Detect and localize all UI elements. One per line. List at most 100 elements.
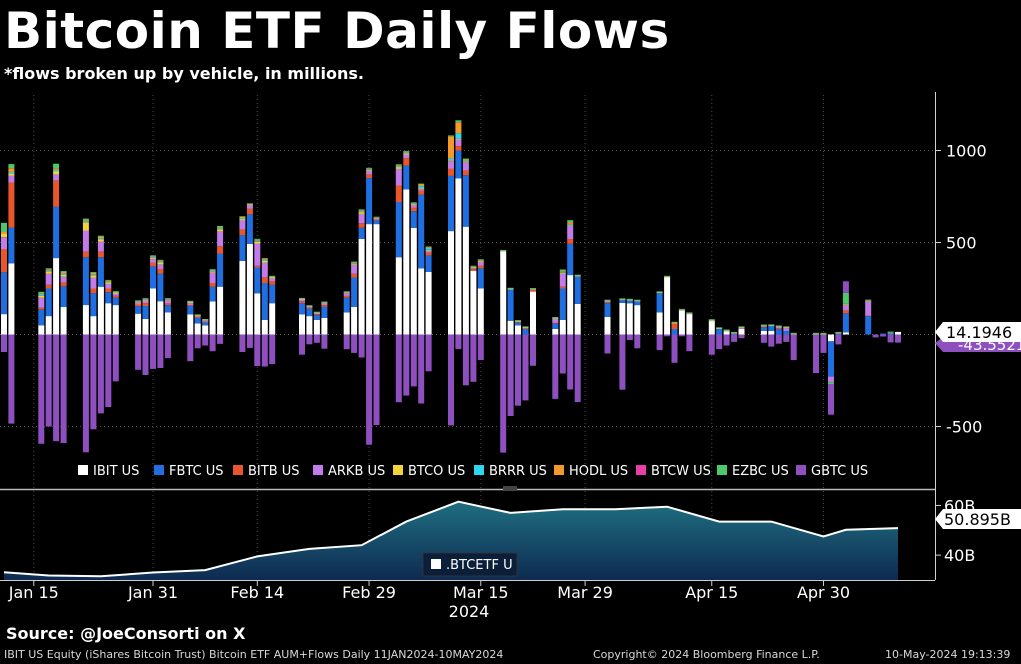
bar-segment-btco (112, 293, 119, 294)
bar-segment-bitb (865, 315, 872, 317)
bar-segment-ezbc (686, 312, 693, 313)
bar-segment-gbtc (775, 334, 782, 344)
bar-segment-gbtc (887, 334, 894, 343)
bar-segment-ezbc (634, 299, 641, 301)
bar-segment-arkb (865, 301, 872, 316)
bar-segment-arkb (105, 283, 112, 289)
bar-segment-fbtc (656, 293, 663, 313)
bar-segment-ezbc (410, 202, 417, 203)
bar-segment-fbtc (90, 293, 97, 317)
bar-segment-hodl (45, 269, 52, 271)
bar-segment-brrr (448, 158, 454, 161)
bar-segment-hodl (1, 232, 7, 234)
bar-segment-arkb (403, 154, 410, 159)
aum-legend-label: .BTCETF U (446, 558, 513, 573)
bar-segment-ezbc (306, 305, 313, 306)
bar-segment-ezbc (768, 324, 775, 325)
bar-segment-arkb (351, 264, 358, 274)
bar-segment-ibit (358, 238, 365, 335)
bar-segment-hodl (410, 202, 417, 204)
x-tick-label: Jan 15 (8, 583, 59, 602)
legend-label: FBTC US (169, 464, 224, 479)
bar-segment-hodl (403, 151, 410, 153)
bar-segment-arkb (38, 297, 45, 308)
bar-segment-ezbc (60, 271, 67, 272)
bar-segment-hodl (842, 304, 849, 305)
bar-segment-bitb (775, 328, 782, 329)
bar-segment-ibit (202, 325, 209, 335)
bar-segment-ezbc (351, 261, 358, 263)
bar-segment-ibit (678, 310, 685, 335)
bar-segment-gbtc (45, 334, 52, 427)
bar-segment-fbtc (60, 286, 67, 307)
bar-segment-brrr (269, 276, 276, 278)
bar-segment-btco (574, 275, 581, 277)
bar-segment-brrr (731, 332, 738, 334)
bar-segment-hodl (462, 159, 469, 161)
bar-segment-brrr (45, 270, 52, 272)
bar-segment-gbtc (395, 334, 402, 403)
bar-segment-fbtc (574, 276, 581, 304)
bar-segment-bitb (239, 229, 246, 236)
bar-segment-ezbc (448, 135, 454, 137)
bar-segment-ezbc (775, 325, 782, 327)
bar-segment-gbtc (112, 334, 119, 382)
bar-segment-gbtc (209, 334, 216, 352)
bar-segment-bitb (552, 322, 559, 324)
bar-segment-gbtc (723, 334, 730, 346)
bar-segment-gbtc (105, 334, 112, 407)
bar-segment-btco (425, 249, 432, 251)
bar-segment-brrr (790, 333, 797, 335)
bar-segment-fbtc (425, 255, 432, 272)
bar-segment-gbtc (425, 334, 432, 372)
bar-segment-fbtc (567, 243, 574, 276)
bar-segment-btco (351, 263, 358, 265)
legend-item-ibit: IBIT US (78, 464, 139, 479)
bar-segment-fbtc (269, 284, 276, 304)
bar-segment-ezbc (395, 164, 402, 166)
bar-segment-hodl (202, 319, 209, 320)
bar-segment-gbtc (500, 334, 507, 453)
bar-segment-hodl (708, 319, 715, 321)
bar-segment-btco (299, 299, 305, 300)
bar-segment-fbtc (671, 329, 678, 335)
bar-segment-ezbc (865, 300, 872, 301)
bar-segment-fbtc (53, 206, 60, 259)
bar-segment-gbtc (38, 334, 45, 444)
bar-segment-gbtc (768, 334, 775, 347)
bar-segment-brrr (604, 300, 611, 302)
bar-segment-fbtc (306, 308, 313, 317)
bar-segment-btco (448, 160, 454, 162)
bar-segment-ezbc (470, 265, 477, 267)
bar-segment-btco (135, 301, 142, 303)
bar-segment-ezbc (664, 275, 671, 277)
bar-segment-ezbc (418, 183, 425, 185)
bar-segment-arkb (269, 278, 276, 282)
bar-segment-ezbc (261, 258, 268, 259)
bar-segment-bitb (202, 321, 209, 323)
bar-segment-btco (723, 330, 730, 332)
bar-segment-bitb (209, 283, 216, 287)
bar-segment-brrr (97, 238, 104, 240)
bar-segment-ezbc (366, 167, 373, 169)
bar-segment-btco (410, 203, 417, 205)
bar-segment-ezbc (246, 203, 253, 204)
bar-segment-ibit (142, 318, 149, 335)
aum-y-tick-label: 40B (944, 546, 975, 565)
bar-segment-btco (768, 325, 775, 327)
bar-segment-bitb (321, 305, 328, 307)
bar-segment-ezbc (90, 272, 97, 273)
bar-segment-brrr (470, 266, 477, 268)
bar-segment-ibit (395, 257, 402, 335)
bar-segment-bitb (261, 277, 268, 283)
bar-segment-btco (8, 173, 15, 176)
bar-segment-ezbc (507, 287, 514, 289)
bar-segment-hodl (656, 291, 663, 293)
bar-segment-btco (209, 271, 216, 273)
bar-segment-fbtc (403, 165, 410, 190)
bar-segment-brrr (164, 299, 171, 300)
bar-segment-hodl (150, 256, 156, 258)
bar-segment-hodl (515, 320, 521, 322)
bar-segment-ibit (164, 312, 171, 335)
bar-segment-ibit (462, 226, 469, 335)
